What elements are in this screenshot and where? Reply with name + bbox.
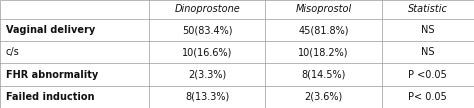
- Text: Statistic: Statistic: [408, 4, 448, 14]
- Text: 2(3.6%): 2(3.6%): [304, 92, 343, 102]
- Text: 10(16.6%): 10(16.6%): [182, 47, 233, 57]
- Text: FHR abnormality: FHR abnormality: [6, 70, 98, 80]
- Text: 50(83.4%): 50(83.4%): [182, 25, 233, 35]
- Text: Vaginal delivery: Vaginal delivery: [6, 25, 95, 35]
- Text: 45(81.8%): 45(81.8%): [298, 25, 349, 35]
- Text: Dinoprostone: Dinoprostone: [174, 4, 240, 14]
- Text: 8(13.3%): 8(13.3%): [185, 92, 229, 102]
- Text: 8(14.5%): 8(14.5%): [301, 70, 346, 80]
- Text: 10(18.2%): 10(18.2%): [298, 47, 349, 57]
- Text: Failed induction: Failed induction: [6, 92, 94, 102]
- Text: P< 0.05: P< 0.05: [409, 92, 447, 102]
- Text: NS: NS: [421, 25, 435, 35]
- Text: P <0.05: P <0.05: [409, 70, 447, 80]
- Text: c/s: c/s: [6, 47, 19, 57]
- Text: NS: NS: [421, 47, 435, 57]
- Text: 2(3.3%): 2(3.3%): [188, 70, 227, 80]
- Text: Misoprostol: Misoprostol: [295, 4, 352, 14]
